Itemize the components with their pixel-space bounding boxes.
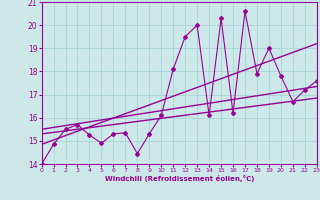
X-axis label: Windchill (Refroidissement éolien,°C): Windchill (Refroidissement éolien,°C)	[105, 175, 254, 182]
